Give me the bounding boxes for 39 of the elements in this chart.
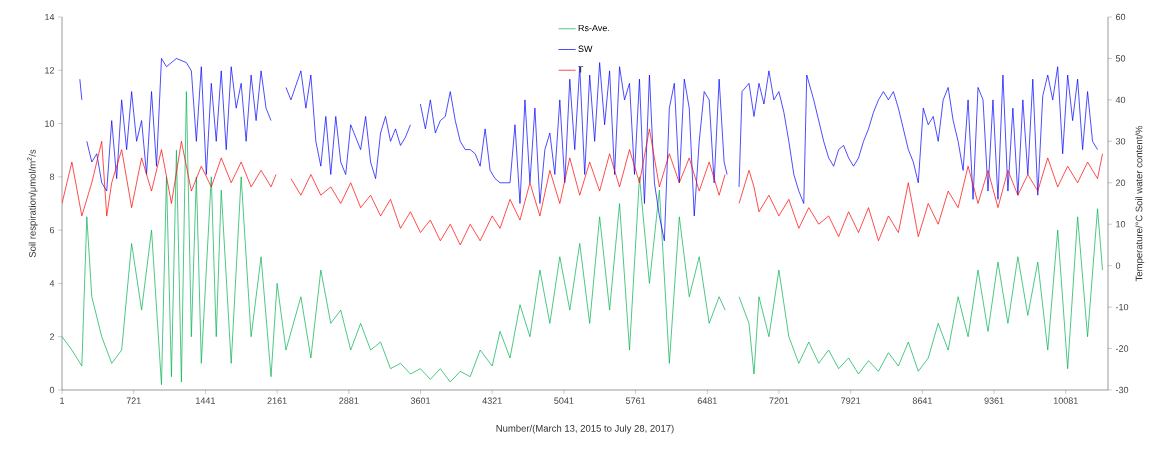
x-tick-label: 2881 <box>339 397 359 404</box>
legend-label: Rs-Ave. <box>578 24 609 32</box>
x-tick-label: 7921 <box>841 397 861 404</box>
legend-label: T <box>578 66 584 73</box>
x-axis-title: Number/(March 13, 2015 to July 28, 2017) <box>496 424 674 434</box>
y-tick-label: 4 <box>49 280 55 287</box>
x-tick-label: 8641 <box>912 397 932 404</box>
y2-tick-label: 0 <box>1115 262 1121 269</box>
y-tick-label: 8 <box>49 173 55 181</box>
x-tick-label: 4321 <box>482 397 502 404</box>
x-tick-label: 5041 <box>554 397 574 404</box>
y2-tick-label: -10 <box>1115 303 1129 311</box>
legend-label: SW <box>578 45 593 52</box>
x-tick-label: 1 <box>60 397 65 404</box>
x-tick-label: 1441 <box>196 397 215 404</box>
x-tick-label: 9361 <box>984 397 1004 404</box>
y-tick-label: 2 <box>49 333 55 340</box>
y-tick-label: 6 <box>49 226 55 234</box>
y2-tick-label: 20 <box>1115 179 1126 186</box>
y2-tick-label: 10 <box>1116 221 1126 228</box>
y2-tick-label: 50 <box>1115 55 1126 62</box>
y2-tick-label: 40 <box>1115 96 1126 104</box>
x-tick-label: 6481 <box>697 397 717 404</box>
x-tick-label: 2161 <box>267 397 287 404</box>
x-tick-label: 721 <box>126 397 141 404</box>
x-tick-label: 3601 <box>410 397 431 404</box>
y-tick-label: 14 <box>45 13 55 21</box>
y-tick-label: 12 <box>45 67 55 74</box>
y2-axis-title: Temperature/°C Soil water content/% <box>1135 125 1145 282</box>
y2-tick-label: 30 <box>1115 138 1126 145</box>
y-tick-label: 10 <box>45 120 55 127</box>
x-tick-label: 10081 <box>1053 397 1078 404</box>
y2-tick-label: -30 <box>1115 386 1129 394</box>
y2-tick-label: -20 <box>1115 345 1129 352</box>
x-tick-label: 7201 <box>769 397 789 404</box>
y2-tick-label: 60 <box>1115 13 1126 21</box>
y-tick-label: 0 <box>49 386 55 394</box>
x-tick-label: 5761 <box>625 397 646 404</box>
y-axis-title: Soil respiration/μmol/m$^{2}$/s <box>27 149 38 258</box>
